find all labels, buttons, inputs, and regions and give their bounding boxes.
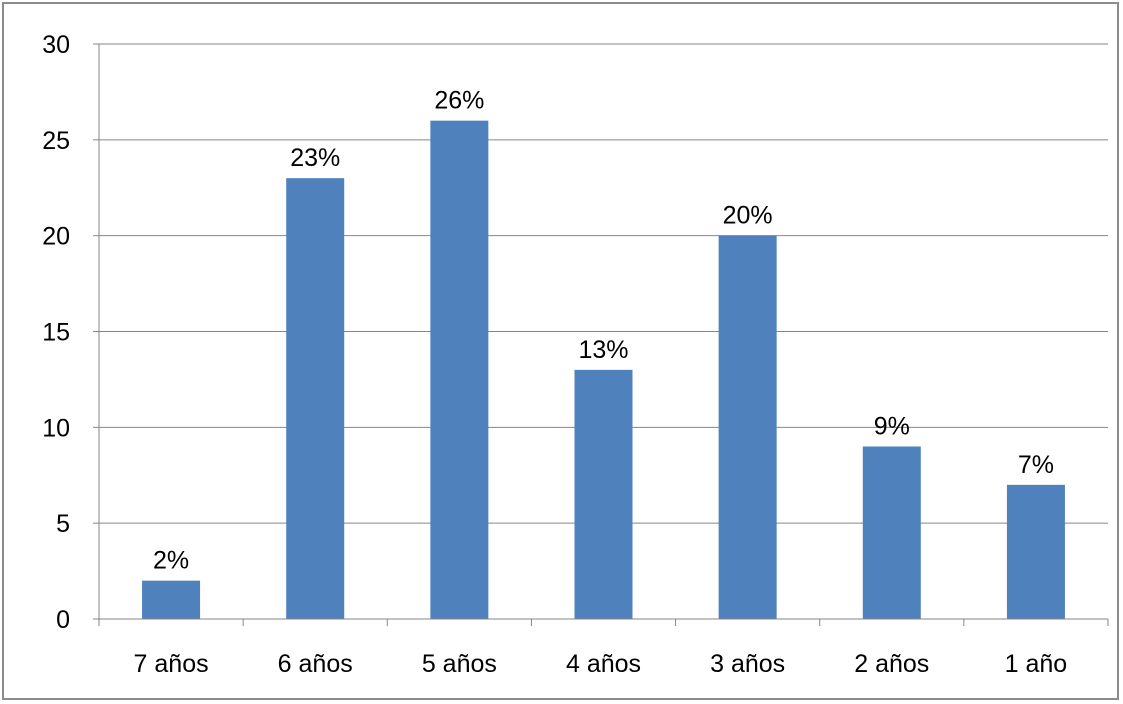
labels: 0 5 10 15 20 25 30 2% 7 años 23% 6 años 26% 5 años 13…	[42, 31, 1067, 678]
y-tick-label: 5	[56, 510, 70, 538]
bar-5	[718, 235, 777, 619]
data-label: 13%	[578, 336, 628, 364]
bar-7	[1006, 484, 1065, 619]
data-label: 9%	[874, 413, 910, 441]
data-label: 7%	[1018, 451, 1054, 479]
data-label: 23%	[290, 144, 340, 172]
data-label: 20%	[723, 202, 773, 230]
x-tick-label: 5 años	[422, 650, 497, 678]
bar-1	[142, 580, 201, 619]
y-tick-label: 10	[42, 414, 70, 442]
y-tick-label: 0	[56, 606, 70, 634]
bar-2	[286, 178, 345, 619]
data-label: 2%	[153, 547, 189, 575]
y-tick-label: 20	[42, 223, 70, 251]
axes	[93, 43, 1109, 626]
x-tick-label: 7 años	[134, 650, 209, 678]
gridlines	[99, 43, 1108, 524]
bar-6	[862, 446, 921, 619]
data-label: 26%	[434, 87, 484, 115]
bar-4	[574, 369, 633, 619]
bars	[142, 120, 1065, 620]
x-tick-label: 1 año	[1005, 650, 1068, 678]
x-tick-label: 6 años	[278, 650, 353, 678]
y-tick-label: 15	[42, 319, 70, 347]
y-tick-label: 30	[42, 31, 70, 59]
x-tick-label: 3 años	[710, 650, 785, 678]
bar-3	[430, 120, 489, 620]
x-tick-label: 4 años	[566, 650, 641, 678]
x-tick-label: 2 años	[854, 650, 929, 678]
y-tick-label: 25	[42, 127, 70, 155]
